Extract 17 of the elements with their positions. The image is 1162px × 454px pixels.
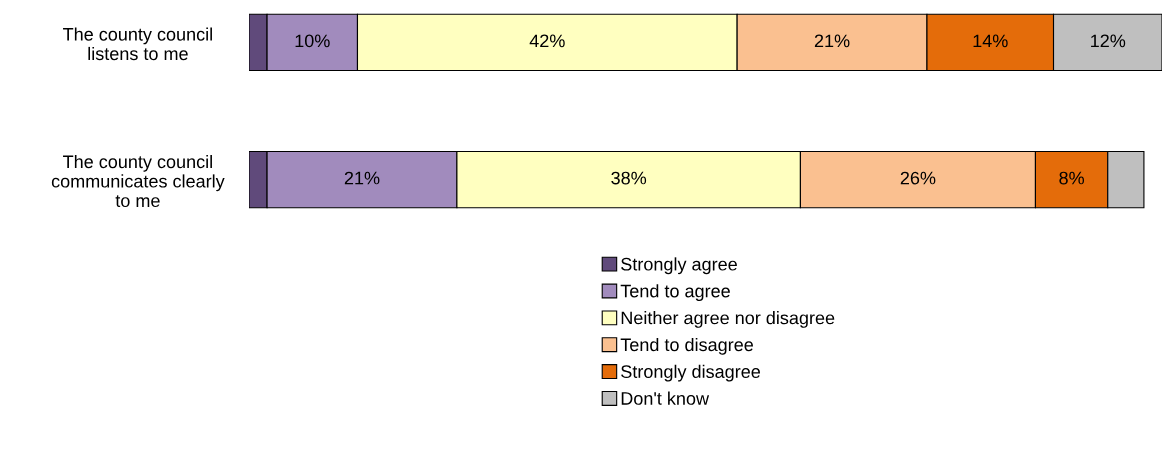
y-tick-label: The county council listens to me bbox=[63, 27, 212, 61]
legend-label: Strongly disagree bbox=[621, 364, 760, 382]
legend-label: Tend to agree bbox=[620, 284, 730, 302]
legend-label: Neither agree nor disagree bbox=[621, 311, 835, 328]
legend-label: Tend to disagree bbox=[620, 337, 753, 355]
data-label: 14% bbox=[973, 34, 1008, 48]
data-label: 42% bbox=[529, 34, 565, 48]
data-label: 8% bbox=[1059, 171, 1085, 185]
legend-label: Don't know bbox=[621, 391, 710, 405]
data-label: 38% bbox=[611, 171, 647, 185]
data-label: 21% bbox=[814, 34, 850, 48]
data-label: 10% bbox=[295, 34, 330, 48]
y-tick-label: The county council communicates clearly to me bbox=[51, 154, 225, 208]
data-label: 12% bbox=[1091, 34, 1126, 48]
legend-label: Strongly agree bbox=[621, 257, 737, 275]
data-label: 21% bbox=[344, 171, 380, 185]
data-label: 26% bbox=[900, 171, 936, 185]
